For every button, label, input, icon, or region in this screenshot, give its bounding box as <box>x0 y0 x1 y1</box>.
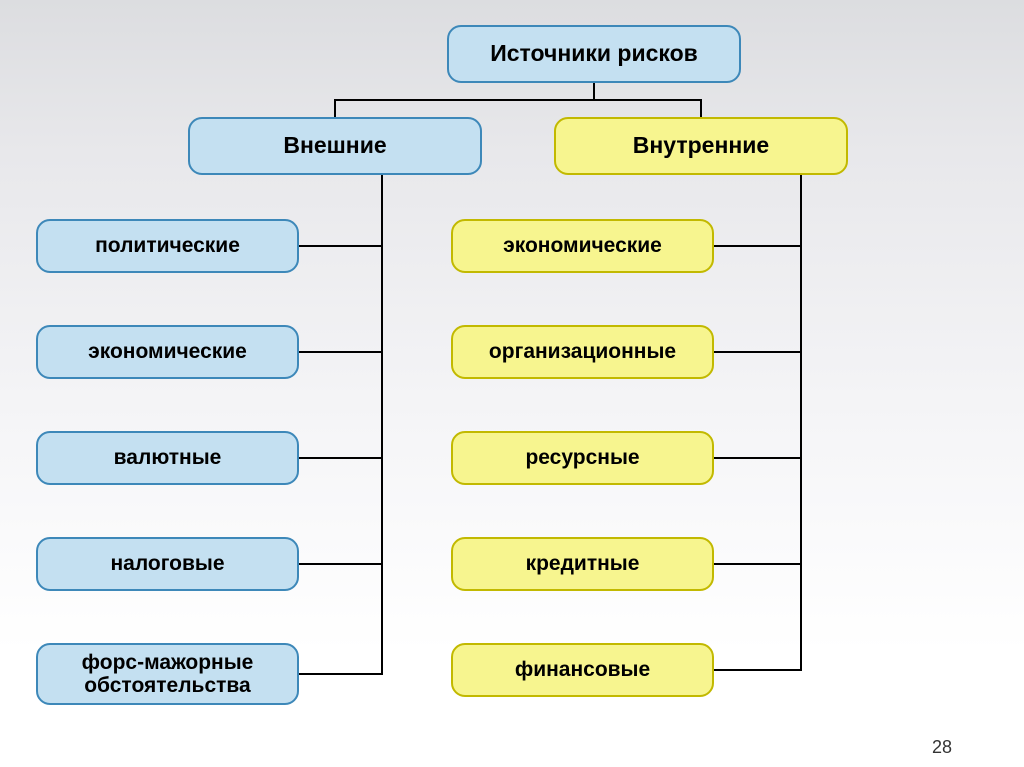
node-ext3: валютные <box>36 431 299 485</box>
node-root: Источники рисков <box>447 25 741 83</box>
node-ext5-label: форс-мажорные обстоятельства <box>46 651 289 697</box>
node-ext1: политические <box>36 219 299 273</box>
node-int3-label: ресурсные <box>525 446 639 469</box>
node-int3: ресурсные <box>451 431 714 485</box>
node-int1: экономические <box>451 219 714 273</box>
node-internal: Внутренние <box>554 117 848 175</box>
node-root-label: Источники рисков <box>490 41 698 66</box>
node-int5: финансовые <box>451 643 714 697</box>
node-int2-label: организационные <box>489 340 676 363</box>
node-ext1-label: политические <box>95 234 240 257</box>
page-number: 28 <box>932 737 952 758</box>
node-ext2: экономические <box>36 325 299 379</box>
node-ext2-label: экономические <box>88 340 247 363</box>
node-ext3-label: валютные <box>114 446 222 469</box>
node-internal-label: Внутренние <box>633 133 769 158</box>
node-ext4: налоговые <box>36 537 299 591</box>
node-int5-label: финансовые <box>515 658 650 681</box>
node-external: Внешние <box>188 117 482 175</box>
node-int2: организационные <box>451 325 714 379</box>
node-ext4-label: налоговые <box>110 552 224 575</box>
node-external-label: Внешние <box>283 133 386 158</box>
node-int4: кредитные <box>451 537 714 591</box>
node-int4-label: кредитные <box>526 552 640 575</box>
node-int1-label: экономические <box>503 234 662 257</box>
node-ext5: форс-мажорные обстоятельства <box>36 643 299 705</box>
